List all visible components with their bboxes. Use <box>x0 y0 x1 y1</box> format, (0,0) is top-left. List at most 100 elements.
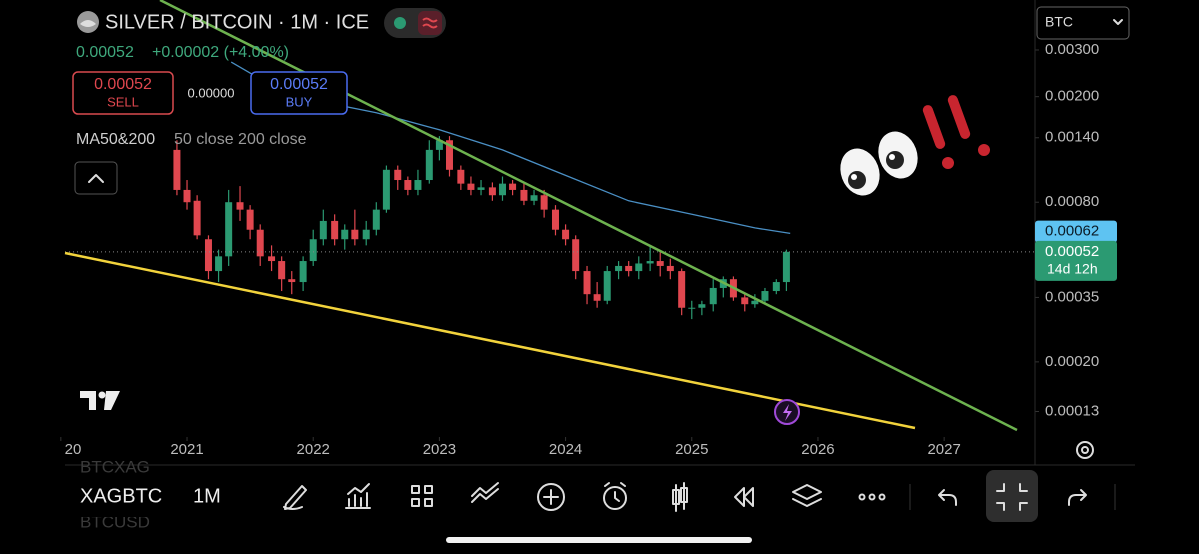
exclamation-emoji <box>922 95 990 169</box>
last-price-box <box>1035 240 1117 281</box>
indicators-icon[interactable] <box>345 483 371 509</box>
candle-body <box>215 256 223 272</box>
y-tick-label: 0.00140 <box>1045 129 1099 146</box>
symbol-title: SILVER / BITCOIN · 1M · ICE <box>105 11 369 33</box>
watchlist-item: BTCUSD <box>80 512 150 531</box>
y-tick-label: 0.00035 <box>1045 288 1099 305</box>
candle-body <box>498 183 506 196</box>
undo-icon[interactable] <box>938 489 957 506</box>
candle-body <box>520 189 528 201</box>
toolbar-symbol[interactable]: XAGBTC <box>80 485 162 507</box>
layers-icon[interactable] <box>792 484 822 507</box>
alert-icon <box>604 482 626 502</box>
add-icon[interactable] <box>537 483 565 511</box>
event-icon <box>783 404 792 421</box>
candle-body <box>635 263 643 272</box>
candle-body <box>457 169 465 184</box>
candle-body <box>173 149 181 190</box>
status-dot <box>394 17 406 29</box>
candle-body <box>551 209 559 230</box>
collapse-button[interactable] <box>74 161 118 195</box>
alert-icon[interactable] <box>603 486 627 510</box>
candle-body <box>372 209 380 230</box>
redo-icon[interactable] <box>1068 489 1087 506</box>
candle-body <box>225 202 233 257</box>
candle-body <box>278 261 286 280</box>
chart-type-icon[interactable] <box>672 482 688 512</box>
candle-body <box>782 251 790 283</box>
y-tick-label: 0.00200 <box>1045 88 1099 105</box>
x-tick-label: 2022 <box>297 441 330 458</box>
candle-body <box>467 183 475 190</box>
candle-body <box>256 229 264 257</box>
candle-body <box>488 187 496 196</box>
candle-body <box>625 265 633 272</box>
currency-select[interactable] <box>1036 6 1130 40</box>
fullscreen-icon <box>996 483 1028 511</box>
candle-body <box>761 291 769 301</box>
candle-body <box>236 202 244 210</box>
y-tick-label: 0.00300 <box>1045 41 1099 58</box>
more-icon[interactable] <box>858 493 866 501</box>
candle-body <box>246 209 254 230</box>
candle-body <box>404 180 412 190</box>
draw-icon[interactable] <box>283 485 307 510</box>
candle-body <box>425 149 433 181</box>
candle-body <box>772 282 780 292</box>
toolbar-icons <box>283 470 1116 522</box>
currency-label: BTC <box>1045 14 1073 30</box>
x-tick-label: 2024 <box>549 441 582 458</box>
candle-body <box>351 229 359 240</box>
buy-price: 0.00052 <box>270 76 328 93</box>
candle-body <box>688 307 696 309</box>
add-icon <box>543 489 559 505</box>
x-tick-label: 2026 <box>801 441 834 458</box>
candle-body <box>656 261 664 266</box>
replay-icon[interactable] <box>734 487 754 507</box>
brand-logo <box>98 391 106 399</box>
candle-body <box>603 271 611 301</box>
buy-button[interactable] <box>250 71 348 115</box>
candle-body <box>362 229 370 240</box>
x-tick-label: 2023 <box>423 441 456 458</box>
toolbar-interval[interactable]: 1M <box>193 485 221 507</box>
indicator-name: MA50&200 <box>76 131 155 148</box>
candle-body <box>445 140 453 170</box>
candle-body <box>331 220 339 240</box>
candle-body <box>562 229 570 240</box>
indicator-params: 50 close 200 close <box>174 131 307 148</box>
candle-body <box>666 265 674 272</box>
fullscreen-button[interactable] <box>986 470 1038 522</box>
candle-body <box>309 239 317 262</box>
plot-area: 0.00300 0.00200 0.00140 0.00080 0.00035 0.000… <box>60 41 1099 458</box>
candle-body <box>435 140 443 150</box>
symbol-mask <box>66 477 186 517</box>
candle-body <box>394 169 402 181</box>
x-tick-label: 2021 <box>170 441 203 458</box>
more-icon <box>878 493 886 501</box>
layouts-icon[interactable] <box>411 485 433 507</box>
sell-button[interactable] <box>72 71 174 115</box>
candle-body <box>268 256 276 262</box>
x-tick-label: 20 <box>65 441 82 458</box>
candle-body <box>288 279 296 283</box>
quote-change: +0.00002 (+4.00%) <box>152 44 289 61</box>
candle-body <box>540 195 548 210</box>
candle-body <box>382 169 390 210</box>
y-tick-label: 0.00020 <box>1045 353 1099 370</box>
settings-icon <box>1081 446 1089 454</box>
last-price-label: 0.00052 <box>1045 243 1099 260</box>
home-indicator <box>446 537 752 543</box>
candle-body <box>204 239 212 272</box>
spread: 0.00000 <box>188 85 235 100</box>
compare-icon[interactable] <box>471 482 499 503</box>
ma-price-box <box>1035 220 1117 243</box>
status-icon <box>418 11 442 35</box>
dropdown-icon <box>1113 19 1123 25</box>
settings-icon[interactable] <box>1076 441 1094 459</box>
y-tick-label: 0.00013 <box>1045 402 1099 419</box>
sell-label: SELL <box>107 94 139 109</box>
trend-line <box>64 251 916 430</box>
